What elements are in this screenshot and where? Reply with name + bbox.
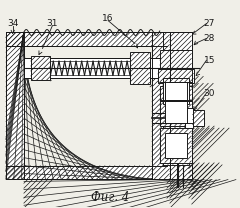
Bar (163, 50, 189, 98)
Bar (170, 32, 192, 180)
Text: Фиг. 4: Фиг. 4 (91, 191, 129, 204)
Bar (165, 101, 186, 123)
Bar (163, 130, 189, 165)
Bar (160, 128, 192, 163)
Bar (6, 166, 167, 180)
Bar (163, 78, 189, 104)
Text: 34: 34 (7, 19, 18, 28)
Bar (163, 100, 189, 128)
Bar (160, 50, 192, 76)
Bar (165, 133, 186, 158)
Bar (158, 69, 193, 83)
Bar (192, 110, 204, 126)
Bar (6, 32, 24, 180)
Bar (152, 32, 170, 180)
Text: 27: 27 (204, 19, 215, 28)
Bar (31, 56, 50, 80)
Bar (130, 52, 150, 84)
Bar (24, 58, 170, 78)
Bar (160, 86, 192, 126)
Bar (6, 32, 167, 46)
Bar (185, 108, 192, 128)
Bar (165, 82, 186, 100)
Text: 16: 16 (102, 14, 114, 23)
Text: 31: 31 (47, 19, 58, 28)
Text: 28: 28 (204, 34, 215, 43)
Text: 15: 15 (204, 56, 215, 65)
Text: 30: 30 (204, 89, 215, 98)
